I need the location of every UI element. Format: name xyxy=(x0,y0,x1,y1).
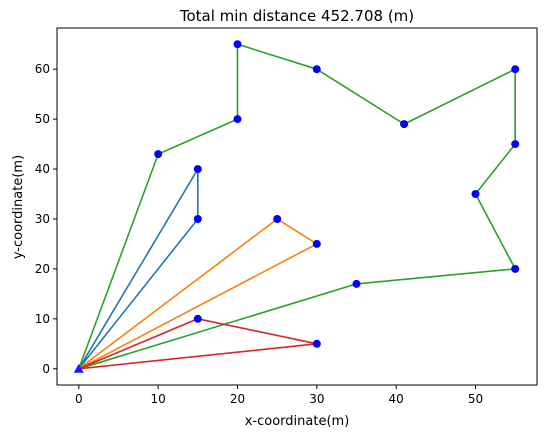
plot-layer xyxy=(73,40,520,373)
depot-marker xyxy=(73,363,84,373)
y-tick-label: 50 xyxy=(35,112,50,126)
x-tick-label: 20 xyxy=(230,392,245,406)
customer-point xyxy=(511,140,520,149)
y-tick-label: 60 xyxy=(35,62,50,76)
chart-title: Total min distance 452.708 (m) xyxy=(179,7,414,25)
y-axis-label: y-coordinate(m) xyxy=(11,155,26,259)
x-tick-label: 0 xyxy=(75,392,83,406)
y-tick-label: 40 xyxy=(35,162,50,176)
customer-point xyxy=(154,150,163,159)
y-tick-label: 0 xyxy=(42,362,50,376)
customer-point xyxy=(233,40,242,49)
customer-point xyxy=(511,264,520,273)
route-line-1 xyxy=(78,168,199,370)
customer-point xyxy=(193,165,202,174)
tick-layer: 0 10 20 30 40 50 0 10 20 30 40 50 60 xyxy=(35,62,483,406)
x-tick-label: 50 xyxy=(468,392,483,406)
x-tick-label: 30 xyxy=(309,392,324,406)
customer-point xyxy=(193,215,202,223)
y-tick-label: 10 xyxy=(35,312,50,326)
plot-frame xyxy=(56,27,538,386)
y-tick-label: 30 xyxy=(35,212,50,226)
customer-point xyxy=(471,190,480,198)
customer-point xyxy=(273,215,282,223)
customer-point xyxy=(312,339,321,348)
customer-point xyxy=(312,239,321,248)
route-line-3 xyxy=(78,43,517,370)
customer-point xyxy=(352,279,361,288)
x-tick-label: 40 xyxy=(389,392,404,406)
route-line-4 xyxy=(78,317,318,370)
customer-point xyxy=(511,65,520,74)
customer-point xyxy=(193,314,202,323)
customer-point xyxy=(312,65,321,74)
customer-point xyxy=(400,120,409,129)
customer-point xyxy=(233,115,242,124)
x-tick-label: 10 xyxy=(151,392,166,406)
route-line-2 xyxy=(78,218,318,370)
y-tick-label: 20 xyxy=(35,262,50,276)
x-axis-label: x-coordinate(m) xyxy=(245,414,350,429)
